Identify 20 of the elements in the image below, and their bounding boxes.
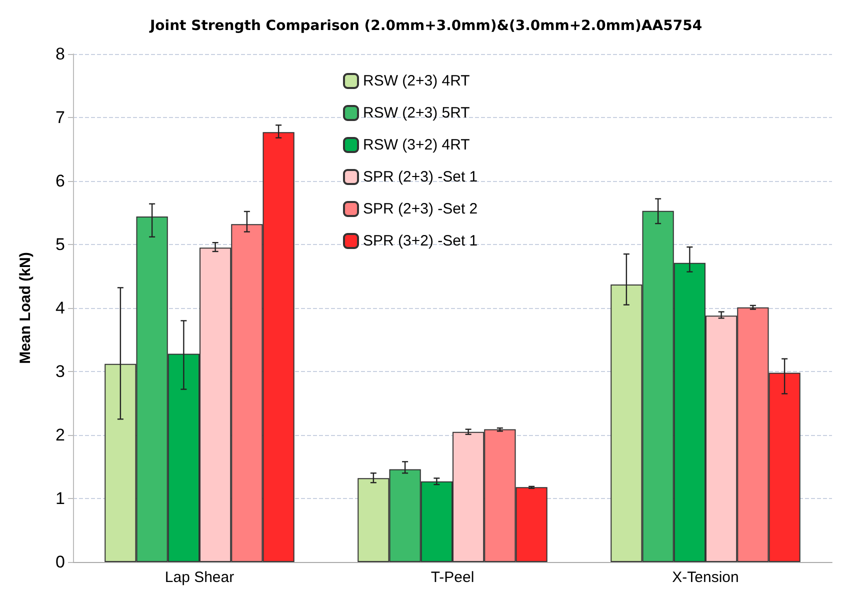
y-tick-label: 5 xyxy=(56,235,65,254)
legend-label: SPR (3+2) -Set 1 xyxy=(363,232,478,250)
y-tick-label: 2 xyxy=(56,426,65,444)
y-tick-label: 6 xyxy=(56,172,65,190)
y-axis-title: Mean Load (kN) xyxy=(17,252,34,364)
chart-title: Joint Strength Comparison (2.0mm+3.0mm)&(3.0mm+2.0mm)AA5754 xyxy=(148,18,702,34)
legend-label: RSW (3+2) 4RT xyxy=(363,136,470,154)
y-tick-label: 1 xyxy=(56,489,65,508)
x-tick-label: T-Peel xyxy=(430,569,474,586)
y-tick-label: 4 xyxy=(56,298,65,318)
legend-label: SPR (2+3) -Set 1 xyxy=(363,168,478,186)
y-tick-label: 0 xyxy=(56,552,65,572)
y-tick-label: 7 xyxy=(56,108,65,127)
x-tick-label: X-Tension xyxy=(672,569,739,586)
legend-label: RSW (2+3) 4RT xyxy=(363,72,470,90)
y-tick-label: 8 xyxy=(56,44,65,64)
y-tick-label: 3 xyxy=(56,362,65,381)
x-tick-label: Lap Shear xyxy=(164,569,234,586)
legend-label: SPR (2+3) -Set 2 xyxy=(363,200,478,218)
legend-label: RSW (2+3) 5RT xyxy=(363,104,470,122)
